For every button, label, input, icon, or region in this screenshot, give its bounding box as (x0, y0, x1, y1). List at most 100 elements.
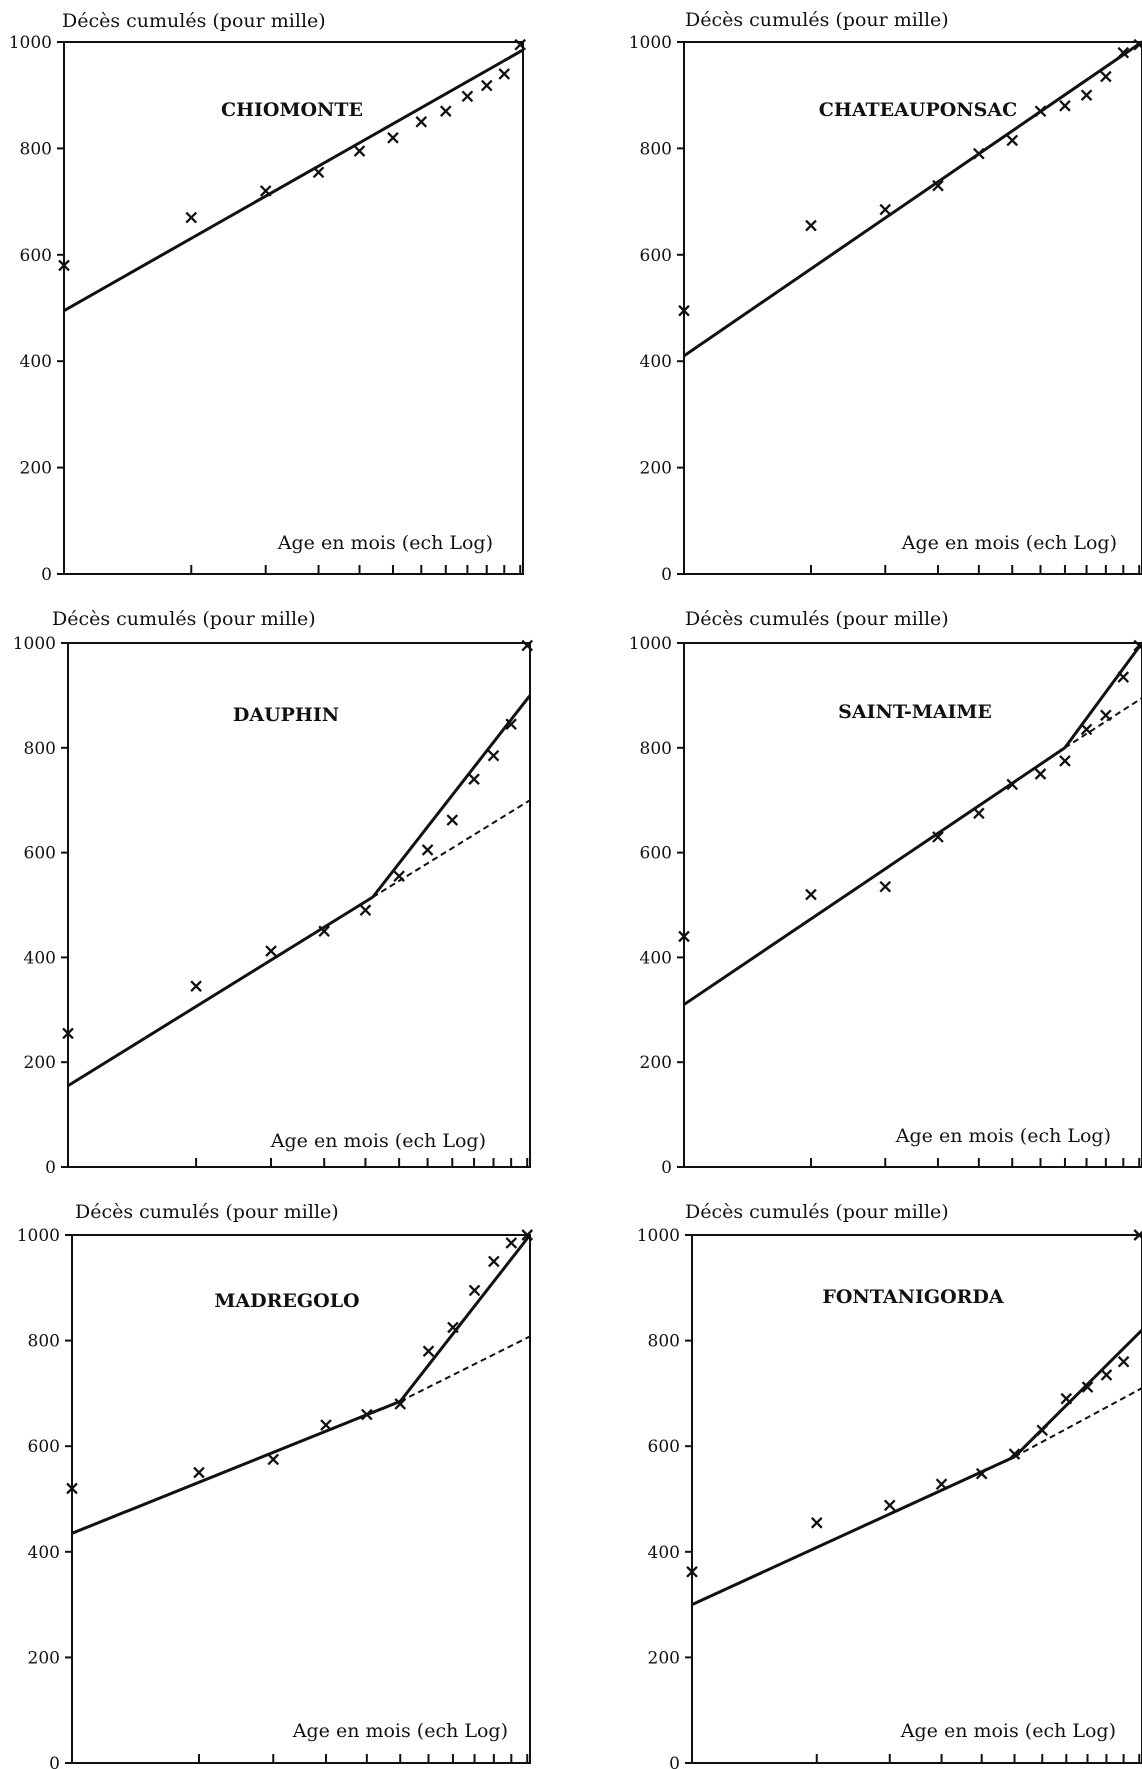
data-point-stroke (1100, 709, 1112, 722)
data-point-stroke (58, 259, 70, 272)
data-point (1133, 639, 1142, 652)
fitted-trend-line (399, 1234, 532, 1403)
data-point (1006, 134, 1019, 147)
fitted-trend-line (371, 694, 532, 899)
chart-title: DAUPHIN (233, 704, 339, 726)
data-point-stroke (1006, 778, 1019, 791)
data-point-stroke (498, 68, 511, 80)
fitted-trend-line (691, 1455, 1016, 1606)
data-point (1081, 1381, 1094, 1393)
data-point (1133, 38, 1142, 51)
data-point (973, 807, 985, 820)
data-point-stroke (394, 1398, 407, 1410)
y-tick-label: 800 (24, 739, 56, 759)
y-tick-label: 800 (28, 1332, 60, 1352)
data-point-stroke (1036, 1424, 1049, 1437)
data-point-stroke (805, 219, 817, 232)
data-point-stroke (1059, 100, 1071, 112)
y-tick-label: 400 (24, 948, 56, 968)
data-point (415, 115, 428, 128)
y-axis-title: Décès cumulés (pour mille) (685, 1201, 949, 1223)
y-tick-label: 1000 (9, 33, 52, 53)
y-tick-label: 0 (49, 1754, 60, 1769)
data-point (1080, 89, 1093, 102)
fitted-trend-line (71, 1399, 401, 1535)
data-point (58, 259, 70, 272)
data-point (678, 930, 690, 943)
data-point-stroke (935, 1478, 948, 1491)
y-axis-title: Décès cumulés (pour mille) (75, 1201, 339, 1223)
x-axis-title: Age en mois (ech Log) (292, 1720, 508, 1742)
plot-frame (683, 41, 1142, 575)
y-tick-label: 800 (640, 739, 672, 759)
data-point-stroke (810, 1516, 823, 1529)
y-tick-label: 600 (20, 246, 52, 266)
data-point (320, 1419, 332, 1431)
data-point (361, 1408, 373, 1421)
data-point-stroke (359, 904, 372, 917)
chart-title: CHATEAUPONSAC (819, 99, 1018, 121)
y-tick-label: 600 (640, 246, 672, 266)
fitted-trend-line (67, 895, 374, 1088)
plot-frame (683, 642, 1142, 1168)
data-point (973, 147, 985, 160)
y-tick-label: 400 (640, 948, 672, 968)
y-tick-label: 1000 (629, 634, 672, 654)
data-point-stroke (421, 844, 434, 856)
data-point (190, 980, 202, 993)
data-point-stroke (265, 945, 277, 957)
data-point-stroke (1117, 671, 1130, 683)
data-point (1117, 46, 1130, 59)
data-point (1100, 70, 1112, 83)
data-point (1080, 723, 1093, 736)
data-point-stroke (678, 930, 690, 943)
chart-panel: 0 200 400 600 800 1000 Décès cumulés (pour mil… (9, 10, 527, 585)
data-point (353, 145, 366, 157)
y-tick-label: 1000 (13, 634, 56, 654)
data-point (678, 304, 690, 317)
y-tick-label: 200 (648, 1648, 680, 1668)
data-point (514, 38, 527, 51)
data-point (932, 179, 944, 192)
data-point (259, 185, 272, 197)
data-point (1059, 755, 1071, 767)
data-point (1034, 105, 1047, 117)
data-point-stroke (267, 1453, 280, 1466)
y-tick-label: 200 (640, 459, 672, 479)
data-point (447, 1321, 459, 1334)
data-point-stroke (193, 1466, 205, 1479)
data-point (318, 925, 331, 938)
data-point (805, 219, 817, 232)
x-axis-title: Age en mois (ech Log) (277, 532, 493, 554)
y-tick-label: 600 (28, 1437, 60, 1457)
y-axis-title: Décès cumulés (pour mille) (685, 9, 949, 31)
y-tick-label: 200 (28, 1648, 60, 1668)
data-point-stroke (521, 639, 534, 652)
data-point (394, 1398, 407, 1410)
plot-frame (691, 1234, 1142, 1764)
data-point (810, 1516, 823, 1529)
y-tick-label: 200 (24, 1053, 56, 1073)
data-point-stroke (973, 807, 985, 820)
data-point (422, 1345, 435, 1357)
fitted-trend-line (683, 746, 1066, 1006)
plot-frame (63, 41, 524, 575)
y-tick-label: 0 (669, 1754, 680, 1769)
y-axis-title: Décès cumulés (pour mille) (685, 608, 949, 630)
plot-frame (67, 642, 531, 1168)
data-point (521, 639, 534, 652)
data-point-stroke (1133, 641, 1142, 652)
y-tick-label: 800 (20, 139, 52, 159)
data-point (393, 870, 405, 882)
data-point-stroke (447, 1321, 459, 1334)
data-point-stroke (361, 1408, 373, 1421)
data-point (193, 1466, 205, 1479)
y-tick-label: 600 (648, 1437, 680, 1457)
data-point (446, 814, 459, 826)
data-point-stroke (468, 1284, 481, 1297)
y-tick-label: 800 (648, 1332, 680, 1352)
y-tick-label: 200 (20, 459, 52, 479)
data-point-stroke (1081, 1381, 1094, 1393)
data-point (1117, 1355, 1130, 1368)
